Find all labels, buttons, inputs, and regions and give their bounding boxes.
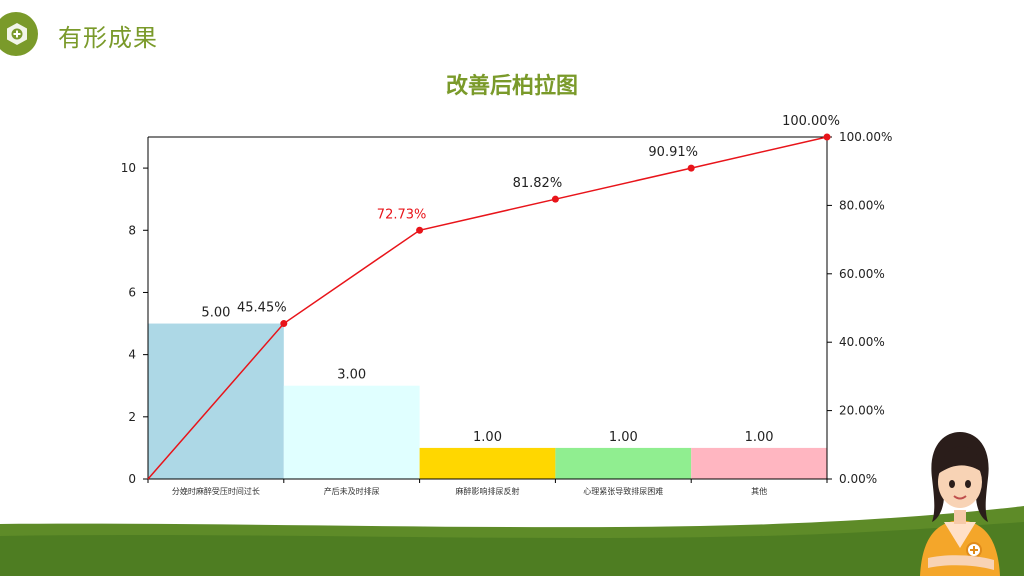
bar bbox=[419, 447, 556, 479]
bar bbox=[691, 447, 827, 479]
bar-value-label: 3.00 bbox=[337, 368, 366, 383]
category-label: 分娩时麻醉受压时间过长 bbox=[172, 486, 260, 496]
cumulative-label: 81.82% bbox=[513, 176, 563, 191]
category-label: 其他 bbox=[751, 486, 767, 496]
category-label: 心理紧张导致排尿困难 bbox=[583, 486, 663, 496]
cumulative-point bbox=[823, 133, 831, 141]
nurse-illustration bbox=[920, 432, 1000, 576]
bar-value-label: 5.00 bbox=[201, 306, 230, 321]
bar-value-label: 1.00 bbox=[745, 430, 774, 445]
cumulative-label: 100.00% bbox=[782, 114, 840, 129]
section-title: 有形成果 bbox=[58, 24, 158, 52]
cumulative-point bbox=[551, 195, 559, 203]
category-label: 产后未及时排尿 bbox=[324, 486, 380, 496]
cumulative-point bbox=[416, 226, 424, 234]
y-tick-label: 0 bbox=[128, 472, 136, 486]
bar-value-label: 1.00 bbox=[609, 430, 638, 445]
y-tick-label: 4 bbox=[128, 348, 136, 362]
y2-tick-label: 80.00% bbox=[839, 198, 885, 212]
y2-tick-label: 40.00% bbox=[839, 335, 885, 349]
cumulative-point bbox=[280, 320, 288, 328]
header-badge bbox=[0, 12, 38, 56]
cumulative-line bbox=[147, 136, 828, 480]
bar bbox=[555, 447, 692, 479]
cumulative-label: 90.91% bbox=[648, 145, 698, 160]
y-tick-label: 2 bbox=[128, 410, 136, 424]
medical-cross-icon bbox=[7, 23, 27, 45]
y2-tick-label: 20.00% bbox=[839, 404, 885, 418]
cumulative-point bbox=[687, 164, 695, 172]
cumulative-label: 72.73% bbox=[377, 207, 427, 222]
category-label: 麻醉影响排尿反射 bbox=[456, 486, 520, 496]
y2-tick-label: 0.00% bbox=[839, 472, 877, 486]
y2-tick-label: 100.00% bbox=[839, 130, 892, 144]
bar bbox=[283, 385, 420, 479]
y-tick-label: 10 bbox=[121, 161, 136, 175]
cumulative-label: 45.45% bbox=[237, 301, 287, 316]
bottom-wave-decoration bbox=[0, 506, 1024, 576]
y2-tick-label: 60.00% bbox=[839, 267, 885, 281]
y-tick-label: 6 bbox=[128, 285, 136, 299]
bar-value-label: 1.00 bbox=[473, 430, 502, 445]
y-tick-label: 8 bbox=[128, 223, 136, 237]
chart-title: 改善后柏拉图 bbox=[445, 74, 578, 99]
